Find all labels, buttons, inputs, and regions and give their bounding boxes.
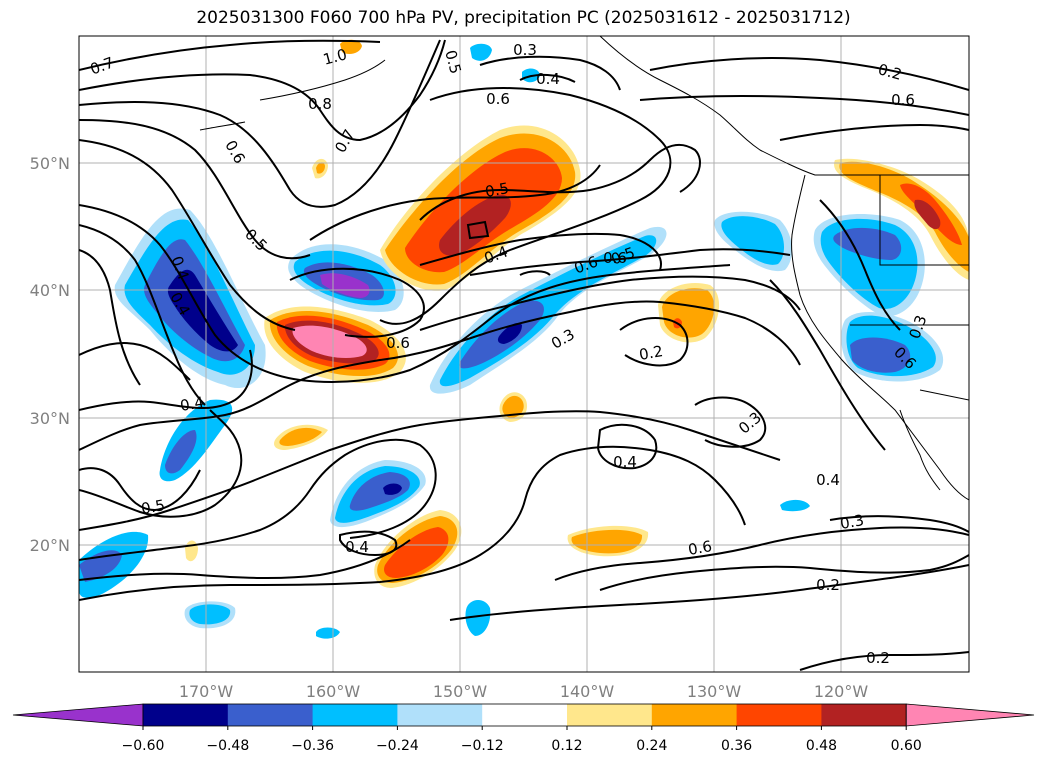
contour-label: 0.4 [613,453,637,471]
precip-positive-region [914,199,941,230]
contour-label: 0.4 [536,70,560,88]
contour-label: 0.6 [386,334,410,352]
map-frame [78,35,970,673]
precip-negative-region [189,604,231,625]
contour-label: 0.6 [486,90,510,108]
lon-label: 150°W [433,682,488,701]
precip-positive-region [439,194,511,256]
colorbar-segment [397,704,483,726]
colorbar-tick-label: −0.36 [291,738,334,754]
contour-label: 1.0 [321,45,349,69]
coastlines [199,36,969,501]
colorbar-segment [567,704,653,726]
precip-negative-region [780,499,810,512]
colorbar-tick-labels: −0.60 −0.48 −0.36 −0.24 −0.12 0.12 0.24 0.36 0.4… [122,726,922,754]
colorbar-tick-label: 0.36 [721,738,752,754]
precip-negative-region [465,599,491,636]
map-title: 2025031300 F060 700 hPa PV, precipitatio… [196,8,851,28]
contour-label: 0.6 [603,249,627,267]
precip-negative-region [165,430,197,474]
contour-label: 0.6 [891,91,915,109]
colorbar-tick-label: −0.48 [206,738,249,754]
longitude-labels: 170°W 160°W 150°W 140°W 130°W 120°W [179,682,869,701]
precip-positive-region [340,39,362,54]
map-gridlines [79,36,969,672]
colorbar-segment [227,704,314,726]
precip-negative-region [850,337,911,373]
colorbar-segment [143,704,229,726]
contour-label: 0.2 [866,649,890,667]
contour-label: 0.4 [179,393,206,415]
precip-negative-region [470,43,492,61]
contour-label: 0.3 [839,511,866,533]
contour-label: 0.2 [876,60,904,84]
precip-positive-region [316,162,325,174]
precip-negative-region [383,483,402,495]
precip-negative-region [349,472,410,511]
precip-negative-region [833,227,902,260]
colorbar-tick-label: −0.24 [376,738,419,754]
colorbar-tick-label: 0.24 [636,738,667,754]
precip-positive-region [292,325,367,359]
colorbar-tick-label: 0.60 [891,738,922,754]
colorbar-extend-left [12,703,144,727]
lat-label: 50°N [30,154,70,173]
colorbar-segment [312,704,398,726]
lon-label: 170°W [179,682,234,701]
contour-label: 0.3 [513,41,537,59]
colorbar-tick-label: 0.12 [551,738,582,754]
lon-label: 120°W [814,682,869,701]
colorbar-tick-label: −0.12 [461,738,504,754]
lon-label: 160°W [306,682,361,701]
lon-label: 130°W [687,682,742,701]
colorbar [12,703,1035,727]
precip-positive-region [384,527,449,578]
colorbar-segment [821,704,907,726]
lat-label: 20°N [30,536,70,555]
contour-label: 0.4 [816,471,840,489]
lat-label: 40°N [30,281,70,300]
precip-positive-region [834,158,969,280]
contour-label: 0.2 [816,576,840,594]
contour-label: 0.2 [638,342,665,364]
colorbar-segment [736,704,822,726]
lon-label: 140°W [560,682,615,701]
latitude-labels: 50°N 40°N 30°N 20°N [30,154,70,555]
lat-label: 30°N [30,409,70,428]
precip-negative-region [320,273,370,298]
contour-label: 0.8 [308,95,332,113]
colorbar-segment [482,704,568,726]
precip-positive-region [502,395,524,418]
precip-negative-region [497,323,522,344]
contour-label: 0.5 [140,496,167,518]
contour-label: 0.5 [484,179,511,201]
colorbar-frame [142,703,907,727]
colorbar-tick-label: −0.60 [122,738,165,754]
colorbar-tick-label: 0.48 [806,738,837,754]
contour-label: 0.5 [441,48,465,76]
pv-contours [79,39,969,671]
precip-negative-region [316,627,340,639]
contour-label: 0.4 [345,538,369,556]
colorbar-extend-right [905,703,1035,727]
contour-label: 0.6 [687,537,714,559]
precip-positive-region [279,427,322,446]
precip-positive-region [571,529,643,554]
colorbar-segment [651,704,738,726]
